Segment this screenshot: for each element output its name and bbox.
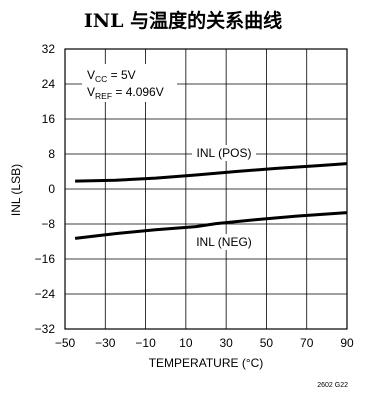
x-tick-label: −10 — [135, 336, 156, 350]
x-tick-label: −50 — [55, 336, 76, 350]
neg-label-bg — [192, 234, 256, 250]
y-tick-label: −16 — [35, 252, 56, 266]
x-axis-label: TEMPERATURE (°C) — [149, 356, 264, 370]
y-tick-label: 8 — [48, 147, 55, 161]
y-tick-label: −24 — [35, 287, 56, 301]
x-tick-label: −30 — [95, 336, 116, 350]
series-line-inl-pos — [75, 162, 348, 183]
x-tick-label: 30 — [219, 336, 233, 350]
y-tick-label: −8 — [41, 217, 55, 231]
x-tick-label: 10 — [179, 336, 193, 350]
x-tick-label: 50 — [260, 336, 274, 350]
grid — [65, 49, 347, 329]
x-tick-label: 70 — [300, 336, 314, 350]
series-label-pos: INL (POS) — [197, 146, 252, 160]
conditions-annotation-bg — [82, 64, 177, 102]
figure-id: 2602 G22 — [317, 382, 348, 389]
series-line-inl-neg — [74, 211, 348, 240]
y-tick-label: 32 — [42, 42, 56, 56]
x-tick-labels: −50 −30 −10 10 30 50 70 90 — [55, 336, 354, 350]
chart-title: INL 与温度的关系曲线 — [84, 9, 282, 32]
series-layer — [74, 162, 348, 240]
y-tick-label: 16 — [42, 112, 56, 126]
vref-annotation: VREF = 4.096V — [87, 85, 164, 101]
series-label-neg: INL (NEG) — [196, 235, 252, 249]
vcc-annotation: VCC = 5V — [87, 68, 136, 84]
x-tick-label: 90 — [340, 336, 354, 350]
y-tick-label: 0 — [48, 182, 55, 196]
y-tick-label: 24 — [42, 77, 56, 91]
y-tick-labels: 32 24 16 8 0 −8 −16 −24 −32 — [35, 42, 56, 336]
y-tick-label: −32 — [35, 322, 56, 336]
y-axis-label: INL (LSB) — [9, 164, 23, 216]
pos-label-bg — [192, 145, 256, 161]
